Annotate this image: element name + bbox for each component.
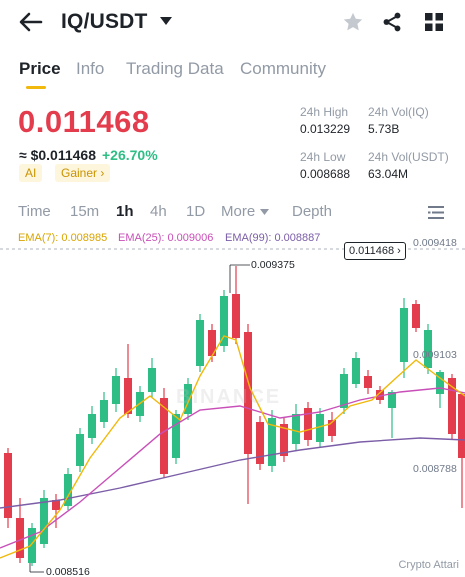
ema25-line xyxy=(0,387,465,549)
tab-price[interactable]: Price xyxy=(19,59,61,78)
interval-1d[interactable]: 1D xyxy=(186,203,206,220)
candle-body xyxy=(328,420,336,436)
axis-label-mid: 0.009103 xyxy=(413,349,457,361)
share-icon[interactable] xyxy=(381,11,403,33)
interval-4h[interactable]: 4h xyxy=(150,203,167,220)
candlestick-chart[interactable]: EMA(7): 0.008985 EMA(25): 0.009006 EMA(9… xyxy=(0,228,465,577)
candle-body xyxy=(256,422,264,464)
candle-body xyxy=(316,414,324,442)
low-label: 24h Low xyxy=(300,150,346,164)
tab-bar: Price Info Trading Data Community xyxy=(0,56,465,90)
fiat-row: ≈ $0.011468 +26.70% xyxy=(19,147,158,163)
candle-body xyxy=(148,368,156,392)
tab-community[interactable]: Community xyxy=(240,59,326,78)
candle-body xyxy=(458,394,465,458)
candle-body xyxy=(76,434,84,466)
low-value: 0.008688 xyxy=(300,167,351,181)
candle-body xyxy=(232,294,240,338)
candle-body xyxy=(400,308,408,362)
candle-body xyxy=(88,414,96,438)
ema25-label: EMA(25): 0.009006 xyxy=(118,232,214,244)
candle-body xyxy=(448,378,456,434)
candle-body xyxy=(112,376,120,404)
high-value: 0.013229 xyxy=(300,122,351,136)
vol-iq-value: 5.73B xyxy=(368,122,400,136)
last-price: 0.011468 xyxy=(18,104,150,139)
active-tab-indicator xyxy=(26,86,46,89)
vol-iq-label: 24h Vol(IQ) xyxy=(368,105,429,119)
candle-body xyxy=(100,400,108,422)
candle-body xyxy=(388,392,396,408)
low-annotation: 0.008516 xyxy=(46,566,90,577)
tab-trading-data[interactable]: Trading Data xyxy=(126,59,224,78)
candle-body xyxy=(208,330,216,356)
high-annotation: 0.009375 xyxy=(251,259,295,271)
pair-title[interactable]: IQ/USDT xyxy=(61,10,148,33)
candles-plot xyxy=(0,248,465,573)
ema99-line xyxy=(0,437,465,509)
depth-tab[interactable]: Depth xyxy=(292,203,333,220)
candle-body xyxy=(172,414,180,458)
grid-icon[interactable] xyxy=(424,12,444,32)
candle-body xyxy=(52,500,60,510)
tag-ai[interactable]: AI xyxy=(19,164,43,182)
candle-body xyxy=(280,424,288,456)
candle-body xyxy=(4,453,12,518)
tag-gainer[interactable]: Gainer › xyxy=(55,164,111,182)
interval-more[interactable]: More xyxy=(221,203,256,220)
caret-down-icon[interactable] xyxy=(260,209,269,216)
candle-body xyxy=(244,332,252,454)
candle-body xyxy=(364,376,372,388)
caret-down-icon[interactable] xyxy=(160,16,172,26)
background-mark: BINANCE xyxy=(176,386,282,408)
change-percent: +26.70% xyxy=(101,147,158,163)
candle-body xyxy=(28,528,36,563)
candle-body xyxy=(340,374,348,408)
chart-settings-icon[interactable] xyxy=(427,204,445,221)
candle-body xyxy=(376,390,384,400)
vol-usdt-value: 63.04M xyxy=(368,167,409,181)
interval-bar: Time 15m 1h 4h 1D More Depth xyxy=(0,200,465,226)
candle-body xyxy=(16,518,24,558)
candle-body xyxy=(412,304,420,328)
candle-body xyxy=(124,378,132,414)
vol-usdt-label: 24h Vol(USDT) xyxy=(368,150,449,164)
current-price-tag[interactable]: 0.011468 › xyxy=(344,242,406,260)
ema7-line xyxy=(0,335,465,559)
tab-info[interactable]: Info xyxy=(76,59,105,78)
candle-body xyxy=(268,418,276,466)
high-label: 24h High xyxy=(300,105,349,119)
ema7-label: EMA(7): 0.008985 xyxy=(18,232,108,244)
star-icon[interactable] xyxy=(342,11,364,33)
candle-body xyxy=(160,398,168,474)
candle-body xyxy=(424,330,432,368)
candle-body xyxy=(220,296,228,346)
ema99-label: EMA(99): 0.008887 xyxy=(225,232,321,244)
interval-1h[interactable]: 1h xyxy=(116,203,134,220)
candle-body xyxy=(352,358,360,384)
candle-body xyxy=(292,414,300,444)
interval-15m[interactable]: 15m xyxy=(70,203,100,220)
candle-body xyxy=(64,474,72,506)
fiat-value: ≈ $0.011468 xyxy=(19,147,96,163)
axis-label-low: 0.008788 xyxy=(413,463,457,475)
candle-body xyxy=(196,320,204,366)
watermark-text: Crypto Attari xyxy=(398,559,459,571)
top-bar: IQ/USDT xyxy=(0,0,465,44)
candle-body xyxy=(304,408,312,440)
interval-time[interactable]: Time xyxy=(18,203,51,220)
candle-body xyxy=(184,384,192,414)
candle-body xyxy=(40,498,48,544)
axis-label-top: 0.009418 xyxy=(413,237,457,249)
candle-body xyxy=(436,372,444,394)
back-arrow-icon[interactable] xyxy=(18,10,44,34)
